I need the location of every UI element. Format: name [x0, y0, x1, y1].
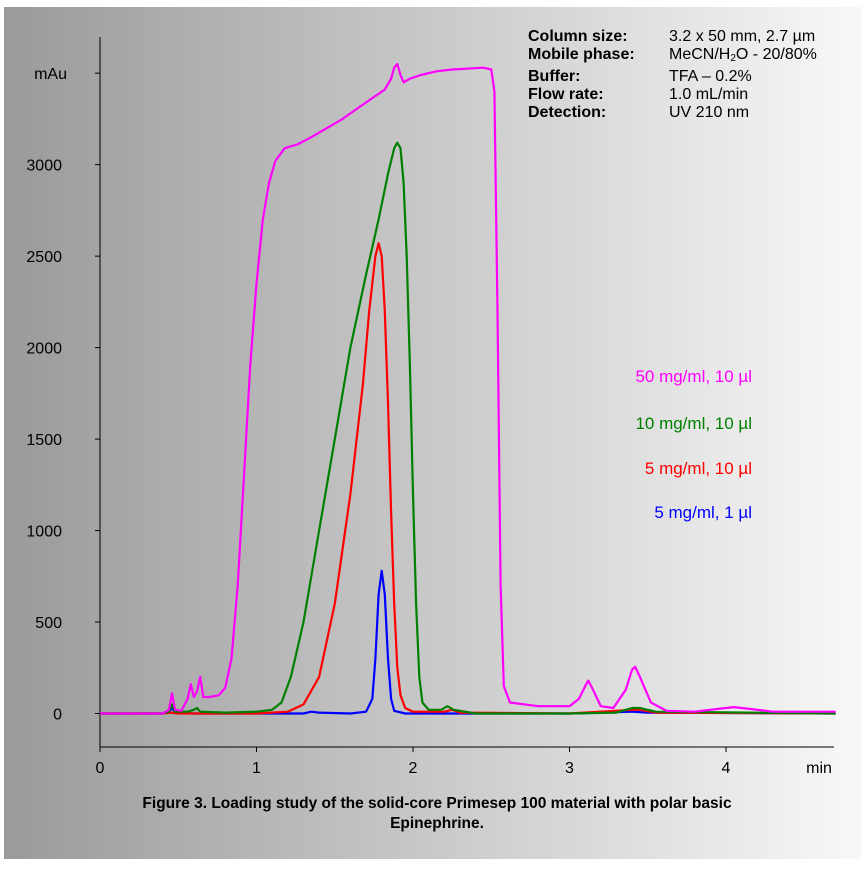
legend-entry: 5 mg/ml, 1 µl — [654, 503, 752, 522]
info-value: MeCN/H2O - 20/80% — [669, 46, 817, 64]
x-axis-label: min — [806, 760, 832, 777]
info-row-buffer: Buffer: TFA – 0.2% — [528, 68, 819, 86]
y-tick-label: 0 — [53, 707, 62, 724]
series-line-1 — [100, 141, 836, 715]
info-row-mobile-phase: Mobile phase: MeCN/H2O - 20/80% — [528, 46, 819, 68]
series-line-0 — [100, 62, 836, 715]
info-value: 3.2 x 50 mm, 2.7 µm — [669, 28, 816, 45]
axes: 0 500 1000 1500 2000 2500 3000 mAu 0 1 2 3 4 min — [26, 37, 834, 777]
legend-entry: 10 mg/ml, 10 µl — [635, 414, 752, 433]
series-layer — [100, 62, 836, 715]
info-label: Detection: — [528, 104, 607, 121]
series-line-2 — [100, 242, 836, 715]
y-tick-label: 1000 — [26, 524, 62, 541]
info-label: Flow rate: — [528, 86, 604, 103]
info-row-flow-rate: Flow rate: 1.0 mL/min — [528, 86, 819, 104]
figure-panel: 0 500 1000 1500 2000 2500 3000 mAu 0 1 2 3 4 min 50 m… — [4, 7, 862, 859]
x-tick-label: 2 — [409, 760, 418, 777]
info-label: Mobile phase: — [528, 46, 635, 63]
figure-caption: Figure 3. Loading study of the solid-cor… — [4, 794, 862, 834]
caption-line-1: Figure 3. Loading study of the solid-cor… — [142, 795, 732, 812]
y-tick-label: 1500 — [26, 432, 62, 449]
y-tick-label: 3000 — [26, 158, 62, 175]
y-tick-label: 2000 — [26, 341, 62, 358]
info-label: Buffer: — [528, 68, 581, 85]
info-value: UV 210 nm — [669, 104, 750, 121]
info-row-detection: Detection: UV 210 nm — [528, 104, 819, 122]
legend-entry: 50 mg/ml, 10 µl — [635, 367, 752, 386]
info-value: TFA – 0.2% — [669, 68, 752, 85]
y-axis-label: mAu — [34, 66, 67, 83]
info-value: 1.0 mL/min — [669, 86, 749, 103]
chromatogram-chart: 0 500 1000 1500 2000 2500 3000 mAu 0 1 2 3 4 min 50 m… — [4, 7, 862, 859]
legend-entry: 5 mg/ml, 10 µl — [645, 459, 752, 478]
y-tick-label: 2500 — [26, 249, 62, 266]
caption-line-2: Epinephrine. — [390, 815, 484, 832]
info-label: Column size: — [528, 28, 628, 45]
legend: 50 mg/ml, 10 µl 10 mg/ml, 10 µl 5 mg/ml, 1… — [635, 367, 752, 522]
x-tick-label: 0 — [96, 760, 105, 777]
info-row-column: Column size: 3.2 x 50 mm, 2.7 µm — [528, 28, 819, 46]
x-tick-label: 3 — [565, 760, 574, 777]
chart-background — [4, 7, 862, 859]
method-info: Column size: 3.2 x 50 mm, 2.7 µm Mobile … — [528, 28, 819, 122]
y-tick-label: 500 — [35, 615, 62, 632]
x-tick-label: 4 — [722, 760, 731, 777]
x-tick-label: 1 — [252, 760, 261, 777]
